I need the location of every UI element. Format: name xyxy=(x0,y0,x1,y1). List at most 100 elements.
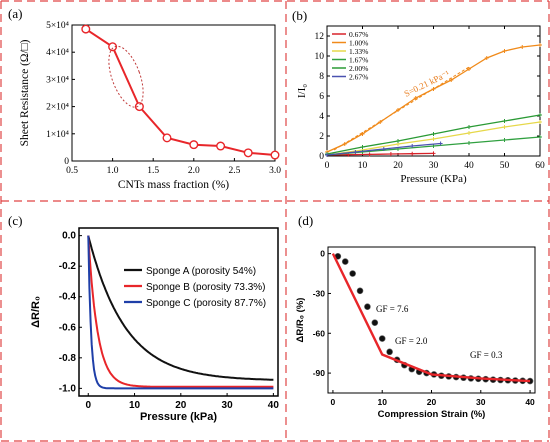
data-point xyxy=(467,141,471,145)
y-axis-label: I/I₀ xyxy=(296,84,308,98)
y-tick-label: 5×10⁴ xyxy=(46,21,70,31)
y-axis-label: Sheet Resistance (Ω/□) xyxy=(19,39,31,146)
data-point xyxy=(449,78,454,82)
data-point xyxy=(270,150,280,160)
x-tick-label: 30 xyxy=(429,161,439,171)
data-point xyxy=(189,140,199,150)
x-axis-label: Compression Strain (%) xyxy=(378,409,486,420)
y-tick-label: -0.4 xyxy=(59,292,77,303)
y-tick-label: -0.6 xyxy=(59,322,77,333)
y-tick-label: -0.8 xyxy=(59,353,77,364)
y-tick-label: 2×10⁴ xyxy=(46,103,70,113)
data-point xyxy=(431,132,436,136)
y-tick-label: 10 xyxy=(315,52,325,62)
data-point xyxy=(360,145,365,149)
y-tick-label: -60 xyxy=(313,328,326,338)
y-axis-label: ΔR/R₀ xyxy=(30,296,42,328)
panel-c: 0 10 20 30 40 0.0 -0.2 -0.4 -0.6 -0.8 -1.0 Pressure… xyxy=(8,213,279,423)
x-tick-label: 20 xyxy=(393,161,403,171)
x-tick-label: 1.0 xyxy=(107,166,119,176)
fit-line xyxy=(333,66,470,151)
x-tick-label: 1.5 xyxy=(147,166,159,176)
x-tick-label: 0 xyxy=(325,161,330,171)
panel-b: 0 10 20 30 40 50 60 0 2 4 6 8 10 12 Pressure (KPa) I/I₀… xyxy=(292,8,545,185)
x-tick-label: 20 xyxy=(175,400,187,411)
panel-letter: (c) xyxy=(8,213,22,228)
y-tick-label: 4 xyxy=(319,112,324,122)
data-point xyxy=(367,152,372,157)
data-point xyxy=(325,153,329,157)
series-line xyxy=(85,28,276,156)
data-point xyxy=(410,144,415,148)
x-tick-label: 0 xyxy=(85,400,91,411)
data-point xyxy=(410,151,415,156)
x-tick-label: 10 xyxy=(129,400,141,411)
data-point xyxy=(388,152,393,156)
data-point xyxy=(467,67,471,71)
gauge-factor-label: GF = 7.6 xyxy=(376,304,409,314)
series-line xyxy=(87,235,274,390)
y-tick-label: 2 xyxy=(319,132,324,142)
x-axis-label: Pressure (kPa) xyxy=(140,411,217,423)
data-point xyxy=(371,319,379,326)
data-point xyxy=(502,125,507,129)
legend-label: 1.67% xyxy=(349,56,368,65)
data-point xyxy=(396,139,400,143)
x-tick-label: 40 xyxy=(464,161,474,171)
y-axis-label: ΔR/R₀ (%) xyxy=(295,298,306,343)
data-point xyxy=(520,45,525,49)
data-point xyxy=(467,125,471,129)
data-point xyxy=(356,287,364,295)
x-tick-label: 2.5 xyxy=(228,166,240,176)
gauge-factor-label: GF = 0.3 xyxy=(470,350,503,360)
x-tick-label: 20 xyxy=(427,397,437,407)
fit-line xyxy=(331,253,531,383)
y-tick-label: 0 xyxy=(319,152,324,162)
data-point xyxy=(349,270,356,277)
y-tick-label: 0 xyxy=(320,249,325,259)
data-point xyxy=(381,147,386,151)
y-tick-label: 3×10⁴ xyxy=(46,75,70,85)
series-line xyxy=(87,235,274,381)
x-tick-label: 30 xyxy=(476,397,486,407)
data-point xyxy=(538,135,542,139)
x-tick-label: 60 xyxy=(535,161,545,171)
plot-frame xyxy=(327,246,536,394)
data-point xyxy=(243,148,253,158)
x-tick-label: 50 xyxy=(500,161,510,171)
data-point xyxy=(431,151,436,156)
highlight-ellipse xyxy=(108,45,144,108)
gauge-factor-label: GF = 2.0 xyxy=(395,336,428,346)
data-point xyxy=(484,56,489,60)
y-tick-label: 8 xyxy=(319,72,324,82)
data-point xyxy=(538,113,542,117)
x-axis-label: CNTs mass fraction (%) xyxy=(118,179,229,191)
data-point xyxy=(467,131,471,135)
x-tick-label: 3.0 xyxy=(269,166,281,176)
data-point xyxy=(538,120,542,124)
plot-frame xyxy=(78,227,279,397)
y-tick-label: 6 xyxy=(319,92,324,102)
panel-letter: (d) xyxy=(298,213,313,228)
panel-letter: (b) xyxy=(292,8,307,23)
y-tick-label: -30 xyxy=(313,288,326,298)
y-tick-label: 12 xyxy=(315,32,325,42)
x-tick-label: 2.0 xyxy=(188,166,200,176)
x-tick-label: 0 xyxy=(331,397,336,407)
x-axis-label: Pressure (KPa) xyxy=(400,173,467,185)
legend-label: Sponge B (porosity 73.3%) xyxy=(146,282,266,293)
data-point xyxy=(81,24,91,34)
legend-label: 0.67% xyxy=(349,30,368,39)
data-point xyxy=(216,141,226,151)
plot-frame xyxy=(71,24,276,162)
x-tick-label: 10 xyxy=(377,397,387,407)
legend-label: 1.33% xyxy=(349,47,368,56)
x-tick-label: 40 xyxy=(525,397,535,407)
y-tick-label: 4×10⁴ xyxy=(46,48,70,58)
data-point xyxy=(162,133,172,143)
data-point xyxy=(134,102,144,112)
y-tick-label: 0 xyxy=(64,157,69,167)
y-tick-label: -1.0 xyxy=(59,383,77,394)
